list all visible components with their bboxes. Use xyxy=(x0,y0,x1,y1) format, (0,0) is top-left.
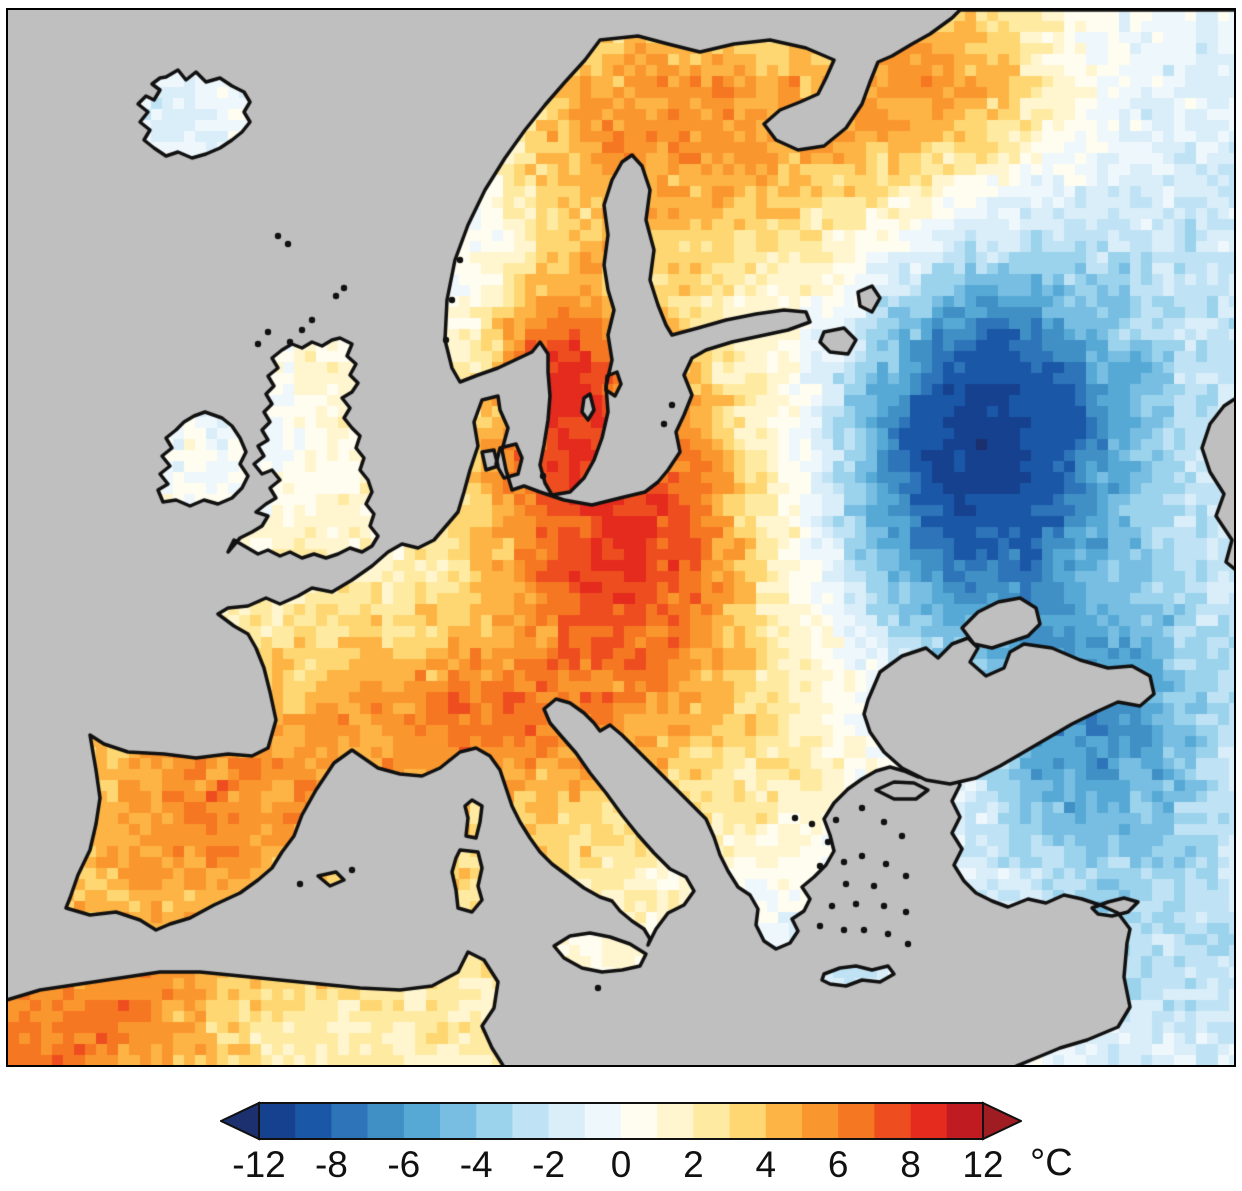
colorbar-segment xyxy=(476,1103,513,1139)
colorbar-tick-label: 0 xyxy=(610,1144,632,1185)
colorbar-segment xyxy=(838,1103,875,1139)
colorbar-tick-label: -6 xyxy=(387,1144,421,1185)
colorbar-body-outline xyxy=(258,1102,984,1140)
color-scale-tick-labels: -12 -8 -6 -4 -2 0 2 4 6 8 12 xyxy=(0,1143,1242,1191)
colorbar-tick-label: -4 xyxy=(459,1144,493,1185)
color-scale-bar xyxy=(220,1101,1022,1141)
colorbar-segment xyxy=(512,1103,549,1139)
europe-temperature-anomaly-map-canvas xyxy=(8,10,1234,1065)
colorbar-segment xyxy=(440,1103,477,1139)
colorbar-segment xyxy=(403,1103,441,1139)
colorbar-segment xyxy=(584,1103,622,1139)
colorbar-segment xyxy=(657,1103,694,1139)
colorbar-segment xyxy=(295,1103,332,1139)
colorbar-segment xyxy=(802,1103,839,1139)
colorbar-segment xyxy=(693,1103,730,1139)
colorbar-tick-label: -2 xyxy=(532,1144,566,1185)
colorbar-segment xyxy=(621,1103,658,1139)
colorbar-segment xyxy=(548,1103,586,1139)
colorbar-segment xyxy=(910,1103,948,1139)
colorbar-tick-label: 8 xyxy=(900,1144,921,1185)
colorbar-segment xyxy=(331,1103,368,1139)
colorbar-segment xyxy=(729,1103,767,1139)
colorbar-over-range-arrow xyxy=(982,1101,1022,1141)
colorbar-tick-label: 6 xyxy=(827,1144,849,1185)
colorbar-segment xyxy=(874,1103,911,1139)
colorbar-tick-label: -12 xyxy=(232,1144,286,1185)
colorbar-tick-label: 4 xyxy=(755,1144,777,1185)
colorbar-tick-label: 12 xyxy=(962,1144,1004,1185)
colorbar-tick-label: 2 xyxy=(683,1144,704,1185)
map-frame xyxy=(6,8,1236,1067)
colorbar-under-range-arrow xyxy=(220,1101,260,1141)
colorbar-segment xyxy=(946,1103,984,1139)
colorbar-tick-label: -8 xyxy=(314,1144,348,1185)
colorbar-segment xyxy=(367,1103,405,1139)
celsius-unit-label: °C xyxy=(1030,1142,1073,1184)
colorbar-segment xyxy=(765,1103,803,1139)
colorbar-segment xyxy=(259,1103,296,1139)
